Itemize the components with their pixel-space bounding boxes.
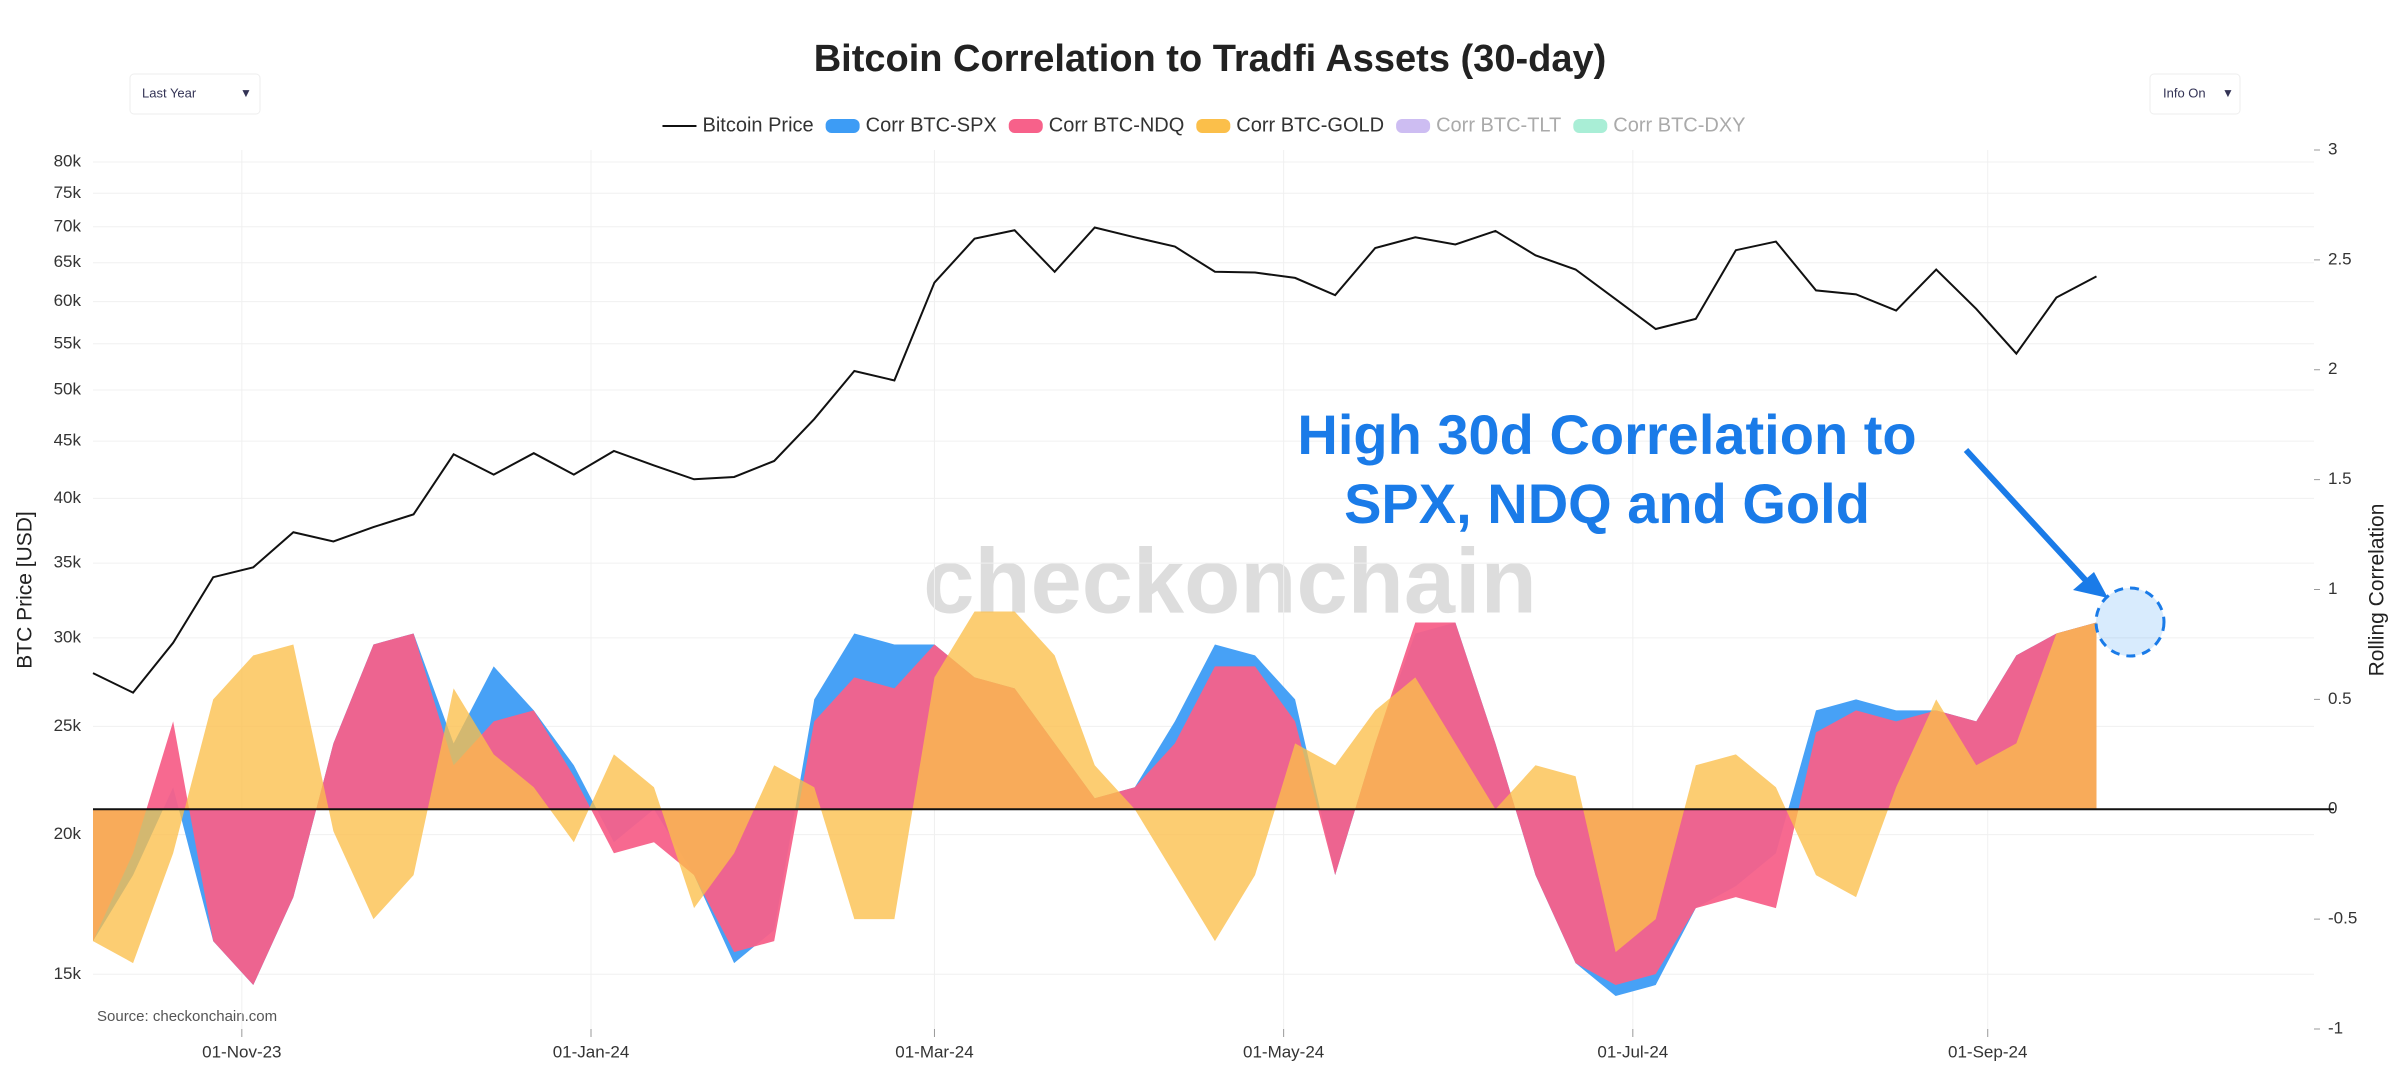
legend-label: Corr BTC-SPX [866,114,997,136]
y-tick-label: 45k [54,431,82,450]
price-line [92,226,2097,694]
dropdown-box[interactable] [2149,73,2241,115]
plot-area: 15k 20k 25k 30k 35k 40k 45k 50k 55k 60k 65k 70k 75k 8… [54,139,2358,1061]
y2-axis-label: Rolling Correlation [2366,504,2389,677]
x-tick-label: 01-Jan-24 [553,1042,630,1061]
y2-tick-label: 2 [2328,359,2337,378]
annotation: High 30d Correlation to [1297,403,1916,466]
x-tick-label: 01-Jul-24 [1597,1042,1668,1061]
info-dropdown[interactable]: Info On ▼ [2149,73,2241,115]
legend-label: Corr BTC-TLT [1436,114,1561,136]
y-tick-label: 40k [54,488,82,507]
y-tick-label: 65k [54,252,82,271]
x-tick-label: 01-Sep-24 [1948,1042,2027,1061]
y-tick-label: 15k [54,964,82,983]
y2-tick-label: 1.5 [2328,469,2352,488]
y-tick-label: 70k [54,216,82,235]
y-tick-label: 35k [54,553,82,572]
y2-tick-label: 3 [2328,139,2337,158]
source-note: Source: checkonchain.com [97,1008,277,1025]
y-tick-label: 25k [54,716,82,735]
dropdown-box[interactable] [129,73,261,115]
dropdown-label[interactable]: Info On [2163,85,2206,100]
y-axis-label: BTC Price [USD] [14,511,37,669]
legend-label: Corr BTC-NDQ [1049,114,1185,136]
y-tick-label: 20k [54,824,82,843]
legend: Bitcoin Price Corr BTC-SPX Corr BTC-NDQ Cor… [662,114,1746,136]
y2-tick-label: -0.5 [2328,909,2357,928]
legend-label: Bitcoin Price [702,114,813,136]
y-tick-label: 60k [54,291,82,310]
annotation: SPX, NDQ and Gold [1344,472,1870,535]
dropdown-label[interactable]: Last Year [142,85,197,100]
legend-label: Corr BTC-GOLD [1236,114,1384,136]
y2-tick-label: 2.5 [2328,249,2352,268]
y-tick-label: 50k [54,380,82,399]
x-tick-label: 01-May-24 [1243,1042,1324,1061]
legend-symbol [1008,119,1043,133]
correlation-area [93,611,2097,964]
chart-title: Bitcoin Correlation to Tradfi Assets (30… [814,38,1607,80]
annotation-arrow [1963,447,2093,588]
y2-tick-label: 0 [2328,799,2337,818]
y2-tick-label: -1 [2328,1018,2343,1037]
range-dropdown[interactable]: Last Year ▼ [129,73,261,115]
legend-label: Corr BTC-DXY [1613,114,1745,136]
highlight-circle [2094,586,2166,658]
y2-tick-label: 0.5 [2328,689,2352,708]
legend-symbol [1396,119,1431,133]
y-tick-label: 80k [54,151,82,170]
x-tick-label: 01-Mar-24 [895,1042,973,1061]
watermark: checkonchain [923,530,1537,632]
y-tick-label: 55k [54,333,82,352]
legend-symbol [1196,119,1231,133]
y-tick-label: 75k [54,183,82,202]
legend-symbol [825,119,860,133]
x-tick-label: 01-Nov-23 [202,1042,281,1061]
dropdown-caret[interactable]: ▼ [2222,86,2234,100]
y2-tick-label: 1 [2328,579,2337,598]
legend-symbol [1573,119,1608,133]
arrow-head [2073,572,2108,598]
y-tick-label: 30k [54,627,82,646]
dropdown-caret[interactable]: ▼ [240,86,252,100]
